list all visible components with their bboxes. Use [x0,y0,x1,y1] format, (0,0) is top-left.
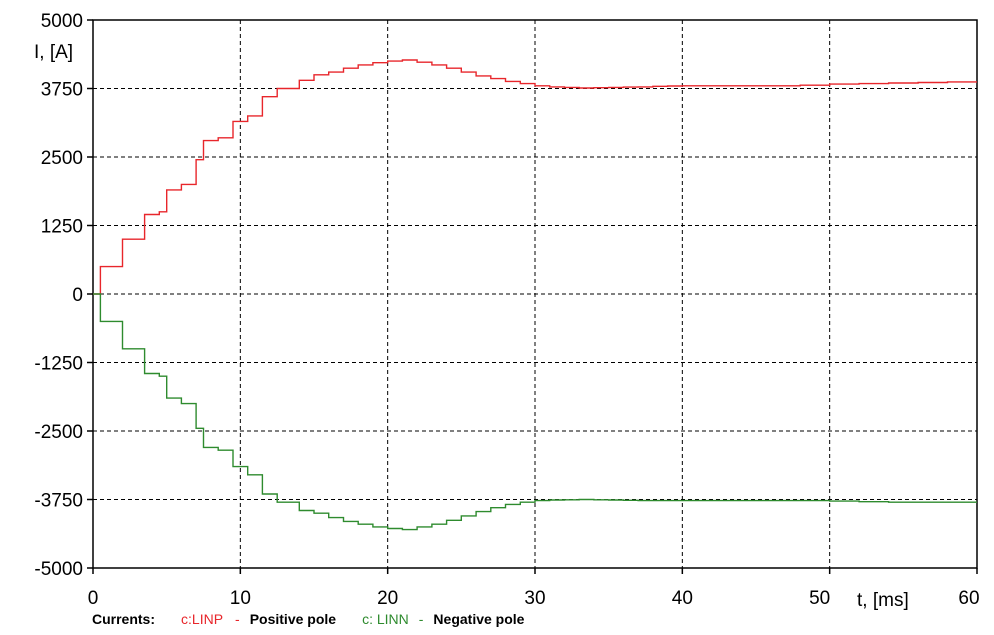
legend-dash-positive: - [235,611,240,627]
x-tick-label: 60 [958,588,979,609]
x-axis-label: t, [ms] [857,590,909,611]
legend-description-negative: Negative pole [433,611,525,627]
x-tick-label: 50 [809,588,830,609]
x-tick-label: 30 [524,588,545,609]
y-tick-label: 2500 [41,148,83,169]
y-axis-label: I, [A] [34,42,73,63]
y-tick-label: -2500 [34,422,83,443]
legend-code-negative: c: LINN [362,611,409,627]
y-tick-label: 3750 [41,80,83,101]
y-tick-label: 0 [72,285,83,306]
x-axis-ticks: 0 10 20 30 40 50 60 [88,568,980,609]
series-line-negative [93,293,977,531]
legend-description-positive: Positive pole [249,611,337,627]
y-tick-label: -5000 [34,559,83,580]
legend-code-positive: c:LINP [181,611,224,627]
x-tick-label: 20 [377,588,398,609]
legend: Currents: c:LINP - Positive pole c: LINN… [92,611,524,627]
grid-lines [93,20,977,568]
series-line-positive [93,59,977,295]
y-tick-label: 1250 [41,217,83,238]
series-lines [93,59,977,531]
legend-dash-negative: - [418,611,424,627]
y-axis-ticks: -5000 -3750 -2500 -1250 0 1250 2500 3750 5000 [34,11,93,580]
x-tick-label: 10 [230,588,251,609]
x-tick-label: 40 [672,588,693,609]
legend-prefix: Currents: [92,611,156,627]
y-tick-label: -1250 [34,354,83,375]
y-tick-label: 5000 [41,11,83,32]
x-tick-label: 0 [88,588,99,609]
y-tick-label: -3750 [34,491,83,512]
